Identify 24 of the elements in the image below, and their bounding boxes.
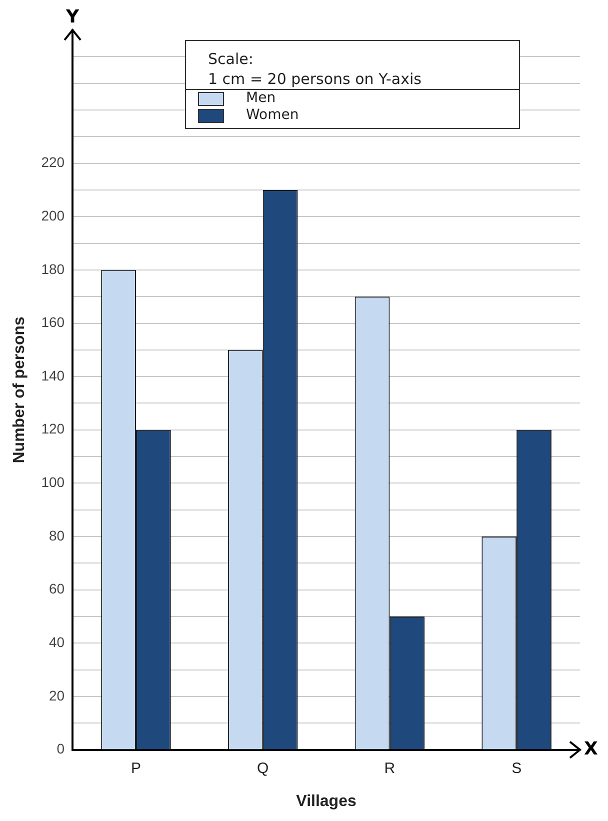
legend-label: Men	[246, 90, 276, 107]
y-tick-label: 200	[41, 207, 65, 224]
y-axis-title: Number of persons	[11, 316, 28, 464]
y-tick-label: 20	[48, 687, 65, 704]
text: Y	[65, 6, 80, 28]
y-tick-label: 40	[48, 634, 65, 650]
y-tick-label: 0	[56, 740, 65, 757]
y-tick-label: 160	[41, 314, 65, 330]
x-tick-label: S	[512, 760, 522, 777]
y-tick-label: 180	[41, 260, 65, 277]
annotation: 1 cm = 20 persons on Y-axis	[207, 69, 422, 89]
y-tick-label: 60	[48, 580, 65, 597]
text: X	[584, 738, 598, 760]
x-tick-label: Q	[257, 760, 269, 777]
x-axis-title: Villages	[296, 792, 356, 810]
y-tick-label: 220	[41, 154, 65, 170]
y-tick-label: 100	[41, 474, 65, 490]
x-tick-label: R	[384, 760, 396, 777]
legend-label: Women	[246, 107, 299, 124]
y-tick-label: 80	[48, 527, 65, 544]
y-tick-label: 140	[41, 367, 65, 384]
annotation: Scale:	[207, 49, 254, 69]
x-tick-label: P	[130, 760, 141, 777]
y-tick-label: 120	[41, 420, 65, 437]
